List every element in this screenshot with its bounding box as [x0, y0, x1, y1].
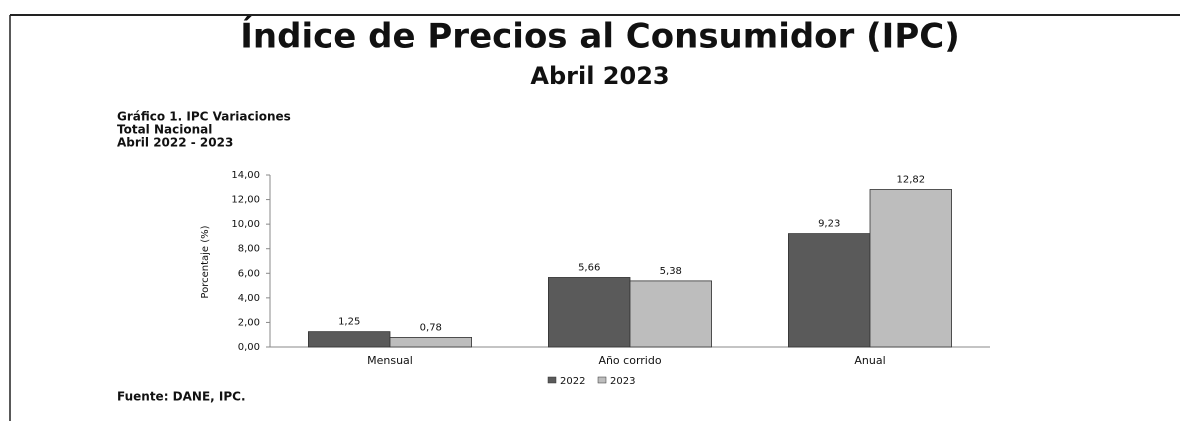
- value-label: 9,23: [818, 219, 840, 230]
- x-tick-label: Mensual: [367, 354, 413, 367]
- x-tick-label: Anual: [854, 354, 885, 367]
- chart-title: Total Nacional: [117, 123, 212, 137]
- page-title: Índice de Precios al Consumidor (IPC): [240, 16, 960, 57]
- page-subtitle: Abril 2023: [530, 62, 669, 90]
- value-label: 0,78: [420, 322, 442, 333]
- legend-swatch: [597, 376, 607, 384]
- source: Fuente: DANE, IPC.: [117, 390, 246, 404]
- bar: [629, 280, 712, 348]
- y-axis-label: Porcentaje (%): [200, 225, 211, 298]
- bar: [389, 337, 472, 348]
- legend-label: 2023: [610, 376, 635, 387]
- y-tick-label: 2,00: [238, 317, 260, 328]
- y-tick-label: 0,00: [238, 342, 260, 353]
- bar: [788, 233, 871, 348]
- y-tick-label: 10,00: [231, 219, 260, 230]
- chart-title: Abril 2022 - 2023: [117, 136, 233, 150]
- y-tick-label: 8,00: [238, 244, 260, 255]
- chart-title: Gráfico 1. IPC Variaciones: [117, 110, 291, 124]
- y-tick-label: 4,00: [238, 293, 260, 304]
- y-tick-label: 14,00: [231, 170, 260, 181]
- bar: [307, 331, 391, 348]
- value-label: 5,38: [660, 266, 682, 277]
- legend-label: 2022: [560, 376, 585, 387]
- value-label: 12,82: [896, 174, 925, 185]
- bar: [869, 189, 952, 348]
- value-label: 5,66: [578, 262, 600, 273]
- x-tick-label: Año corrido: [598, 354, 661, 367]
- y-tick-label: 12,00: [231, 195, 260, 206]
- y-tick-label: 6,00: [238, 268, 260, 279]
- value-label: 1,25: [338, 317, 360, 328]
- bar: [548, 277, 631, 348]
- legend-swatch: [547, 376, 557, 384]
